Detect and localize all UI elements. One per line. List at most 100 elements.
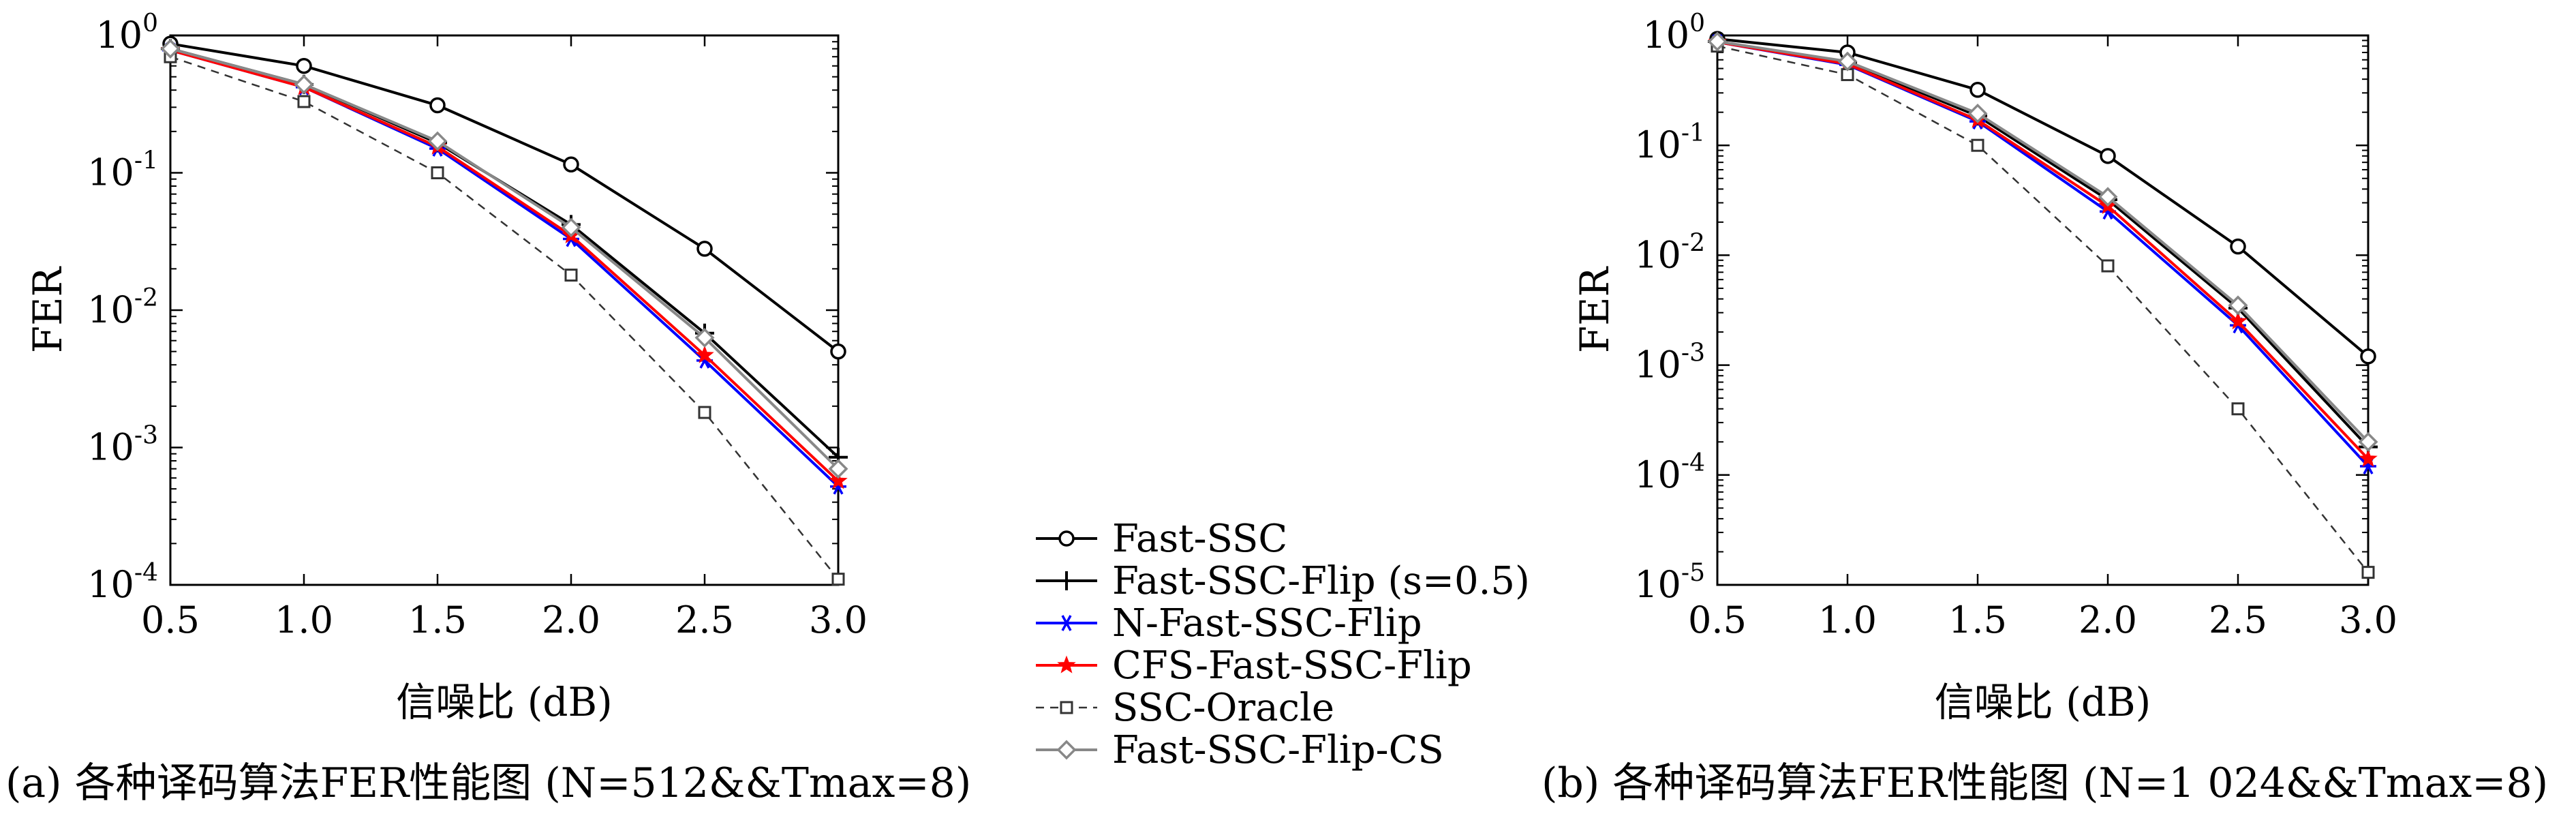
legend-marker: [1056, 740, 1077, 760]
data-point: [2361, 566, 2375, 579]
series-line-cfs-fast-ssc-flip: [170, 48, 840, 483]
series-fast-ssc: [1709, 31, 2376, 365]
legend-label: Fast-SSC-Flip (s=0.5): [1112, 559, 1530, 603]
x-tick-label: 2.5: [675, 599, 734, 641]
chart-panel-a: 0.5 1.0 1.5 2.0 2.5 3.0 100 10-1 10-2 10-3 10-4 信噪比…: [25, 10, 868, 725]
legend-item-ssc-oracle: SSC-Oracle: [1036, 686, 1334, 730]
x-tick-label: 1.0: [1818, 599, 1877, 641]
data-point: [2231, 402, 2245, 416]
data-point: [696, 241, 713, 257]
data-point: [1971, 138, 1984, 152]
y-tick-label: 10-1: [1634, 119, 1705, 166]
caption-a: (a) 各种译码算法FER性能图 (N=512&&Tmax=8): [5, 750, 971, 809]
data-point: [561, 217, 581, 238]
legend-label: Fast-SSC: [1112, 517, 1287, 561]
y-axis-title: FER: [1571, 266, 1618, 354]
data-point: [2228, 312, 2248, 330]
y-tick-label: 10-4: [87, 559, 158, 606]
caption-b-text: (b) 各种译码算法FER性能图 (N=1 024&&Tmax=8): [1542, 759, 2549, 807]
y-tick-label: 100: [1642, 10, 1705, 57]
y-tick-label: 10-2: [1634, 229, 1705, 276]
series-ssc-oracle: [164, 50, 845, 586]
x-tick-label: 2.5: [2209, 599, 2267, 641]
y-tick-label: 10-1: [87, 147, 158, 194]
caption-b: (b) 各种译码算法FER性能图 (N=1 024&&Tmax=8): [1542, 750, 2548, 809]
y-tick-label: 10-5: [1634, 559, 1705, 606]
data-point: [1967, 103, 1988, 123]
data-point: [1969, 82, 1986, 98]
data-point: [2359, 449, 2378, 467]
series-line-fast-ssc: [170, 42, 840, 353]
data-point: [429, 97, 446, 114]
series-cfs-fast-ssc-flip: [1708, 32, 2378, 467]
data-point: [2098, 187, 2118, 207]
x-tick-label: 1.0: [275, 599, 333, 641]
series-line-ssc-oracle: [170, 56, 839, 580]
data-point: [829, 471, 848, 489]
y-tick-label: 10-4: [1634, 449, 1705, 496]
legend-item-cfs-fast-ssc-flip: CFS-Fast-SSC-Flip: [1036, 643, 1472, 688]
data-point: [2358, 431, 2378, 452]
x-tick-label: 0.5: [141, 599, 200, 641]
legend-item-fast-ssc: Fast-SSC: [1036, 517, 1287, 561]
data-point: [694, 327, 715, 348]
x-tick-label: 1.5: [1948, 599, 2007, 641]
series-cfs-fast-ssc-flip: [161, 40, 848, 489]
x-axis-title: 信噪比 (dB): [396, 679, 612, 725]
legend-marker: [1060, 701, 1073, 714]
legend-marker: [1057, 571, 1076, 590]
plot-frame: [1716, 34, 2370, 586]
data-point: [431, 166, 444, 179]
data-point: [698, 406, 711, 419]
data-point: [563, 156, 579, 173]
legend-item-fast-ssc-flip-cs: Fast-SSC-Flip-CS: [1036, 728, 1444, 772]
series-line-cfs-fast-ssc-flip: [1717, 40, 2370, 460]
plot-frame: [169, 34, 840, 586]
series-line-ssc-oracle: [1717, 45, 2369, 573]
series-line-fast-ssc-flip-s-0-5: [1717, 40, 2370, 449]
y-tick-label: 10-3: [1634, 339, 1705, 387]
legend-marker: [1057, 655, 1076, 673]
series-fast-ssc-flip-cs: [1707, 31, 2378, 452]
data-point: [296, 57, 312, 74]
data-point: [160, 39, 181, 59]
series-line-n-fast-ssc-flip: [170, 48, 840, 488]
y-axis-title: FER: [25, 266, 71, 354]
caption-a-text: (a) 各种译码算法FER性能图 (N=512&&Tmax=8): [5, 759, 972, 807]
series-fast-ssc: [162, 35, 846, 360]
x-tick-label: 3.0: [2339, 599, 2397, 641]
y-tick-label: 10-3: [87, 422, 158, 469]
legend-marker: [1058, 530, 1075, 547]
series-fast-ssc-flip-s-0-5: [1708, 31, 2378, 457]
x-axis-title: 信噪比 (dB): [1935, 679, 2151, 725]
legend-item-fast-ssc-flip-s-0-5: Fast-SSC-Flip (s=0.5): [1036, 559, 1530, 603]
chart-panel-b: 0.5 1.0 1.5 2.0 2.5 3.0 100 10-1 10-2 10-3 10-4 10-…: [1571, 10, 2397, 725]
data-point: [2230, 238, 2246, 255]
data-point: [828, 459, 848, 479]
data-point: [831, 573, 845, 586]
series-line-fast-ssc: [1717, 37, 2370, 358]
legend-label: CFS-Fast-SSC-Flip: [1112, 643, 1472, 688]
y-tick-label: 100: [95, 10, 158, 57]
data-point: [1837, 51, 1858, 72]
data-point: [564, 269, 578, 282]
series-line-fast-ssc-flip-cs: [1717, 40, 2370, 443]
legend-marker: [1058, 615, 1075, 631]
data-point: [830, 343, 846, 360]
data-point: [2228, 295, 2248, 316]
series-line-fast-ssc-flip-cs: [170, 47, 840, 470]
legend-label: Fast-SSC-Flip-CS: [1112, 728, 1444, 772]
y-tick-label: 10-2: [87, 284, 158, 331]
series-ssc-oracle: [1711, 40, 2375, 579]
series-line-fast-ssc-flip-s-0-5: [170, 47, 840, 459]
data-point: [2360, 348, 2376, 365]
data-point: [2101, 259, 2115, 273]
data-point: [297, 95, 311, 108]
x-tick-label: 3.0: [809, 599, 868, 641]
series-n-fast-ssc-flip: [162, 42, 846, 495]
data-point: [1707, 31, 1728, 52]
legend-item-n-fast-ssc-flip: N-Fast-SSC-Flip: [1036, 601, 1422, 646]
legend-label: N-Fast-SSC-Flip: [1112, 601, 1422, 646]
series-line-n-fast-ssc-flip: [1717, 40, 2370, 468]
data-point: [2100, 148, 2116, 164]
